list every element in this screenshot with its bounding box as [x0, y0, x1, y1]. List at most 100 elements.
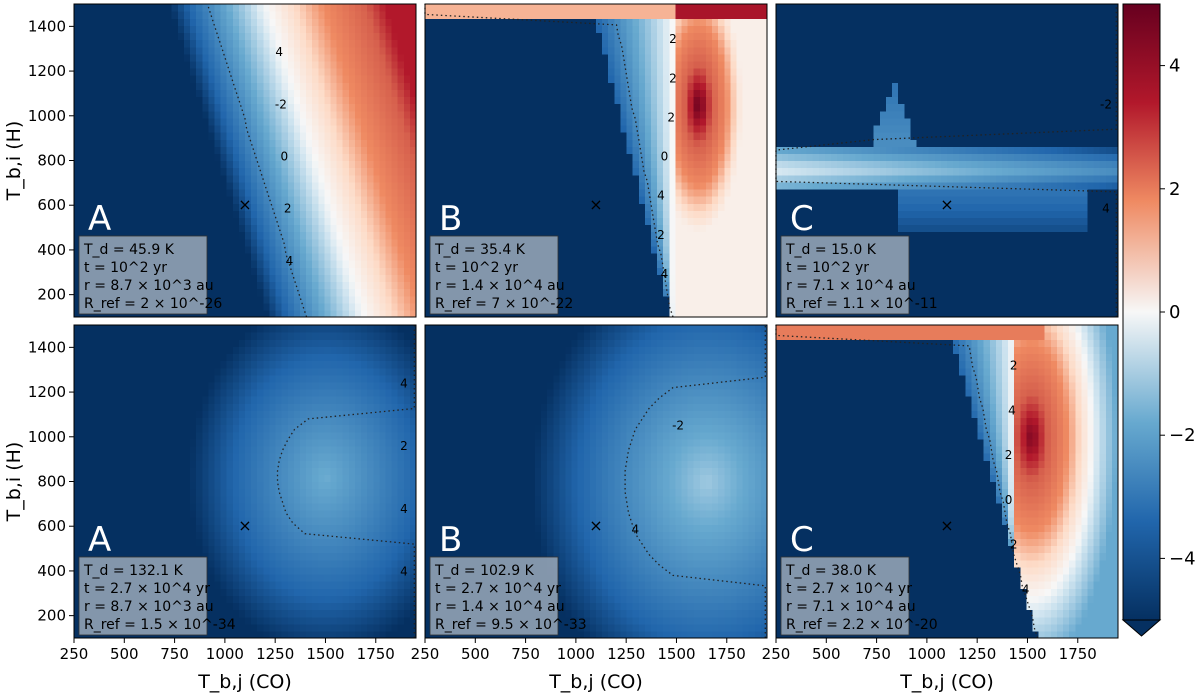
heatmap-cell	[409, 75, 417, 83]
heatmap-cell	[443, 75, 451, 83]
heatmap-cell	[293, 25, 301, 34]
heatmap-cell	[74, 53, 81, 62]
heatmap-cell	[196, 174, 203, 183]
heatmap-cell	[473, 75, 481, 83]
heatmap-cell	[455, 174, 463, 183]
heatmap-cell	[367, 167, 374, 176]
heatmap-cell	[306, 181, 313, 190]
heatmap-cell	[324, 103, 332, 112]
heatmap-cell	[742, 174, 750, 183]
heatmap-cell	[565, 46, 573, 55]
heatmap-cell	[589, 132, 597, 140]
heatmap-cell	[547, 210, 554, 219]
heatmap-cell	[281, 174, 289, 183]
heatmap-cell	[373, 96, 380, 105]
heatmap-cell	[409, 245, 417, 254]
heatmap-cell	[754, 252, 762, 261]
heatmap-cell	[748, 32, 756, 41]
heatmap-cell	[516, 217, 524, 226]
heatmap-cell	[602, 181, 609, 190]
heatmap-cell	[431, 60, 438, 69]
heatmap-cell	[571, 153, 579, 162]
heatmap-cell	[202, 188, 209, 197]
heatmap-cell	[699, 25, 707, 34]
heatmap-cell	[663, 245, 670, 254]
heatmap-cell	[196, 103, 203, 112]
heatmap-cell	[391, 217, 399, 226]
heatmap-cell	[596, 309, 603, 318]
heatmap-cell	[742, 281, 750, 290]
heatmap-cell	[693, 11, 701, 19]
heatmap-cell	[74, 295, 81, 304]
heatmap-cell	[650, 174, 658, 183]
heatmap-cell	[263, 217, 271, 226]
heatmap-cell	[190, 60, 197, 69]
heatmap-cell	[312, 302, 319, 311]
heatmap-cell	[391, 89, 399, 98]
heatmap-cell	[657, 281, 664, 290]
heatmap-cell	[318, 117, 325, 126]
heatmap-cell	[214, 281, 222, 290]
heatmap-cell	[245, 39, 252, 48]
heatmap-cell	[202, 124, 209, 133]
heatmap-cell	[318, 217, 325, 226]
heatmap-cell	[705, 181, 713, 190]
heatmap-cell	[699, 46, 707, 55]
heatmap-cell	[657, 267, 664, 275]
heatmap-cell	[571, 139, 579, 147]
heatmap-cell	[232, 160, 240, 169]
heatmap-cell	[385, 274, 393, 283]
heatmap-cell	[565, 181, 573, 190]
heatmap-cell	[275, 46, 283, 55]
heatmap-cell	[742, 267, 750, 275]
heatmap-cell	[214, 103, 222, 112]
heatmap-cell	[263, 267, 271, 275]
heatmap-cell	[596, 188, 603, 197]
heatmap-cell	[754, 260, 762, 268]
heatmap-cell	[361, 18, 368, 26]
heatmap-cell	[367, 238, 374, 247]
heatmap-cell	[74, 309, 81, 318]
heatmap-cell	[226, 224, 234, 233]
heatmap-cell	[409, 153, 417, 162]
heatmap-cell	[596, 160, 603, 169]
heatmap-cell	[98, 174, 106, 183]
heatmap-cell	[86, 25, 93, 34]
heatmap-cell	[281, 252, 289, 261]
heatmap-cell	[712, 110, 719, 119]
contour-label: 2	[657, 228, 665, 242]
heatmap-cell	[760, 96, 768, 105]
heatmap-cell	[238, 60, 246, 69]
heatmap-cell	[86, 75, 93, 83]
heatmap-cell	[306, 25, 313, 34]
heatmap-cell	[431, 11, 438, 19]
heatmap-cell	[135, 82, 142, 90]
heatmap-cell	[443, 167, 451, 176]
heatmap-cell	[553, 167, 560, 176]
heatmap-cell	[577, 89, 585, 98]
heatmap-cell	[74, 288, 81, 297]
heatmap-cell	[403, 89, 411, 98]
heatmap-cell	[699, 117, 707, 126]
heatmap-cell	[275, 238, 283, 247]
heatmap-cell	[699, 181, 707, 190]
heatmap-cell	[730, 196, 738, 204]
heatmap-cell	[449, 82, 457, 90]
heatmap-cell	[135, 210, 142, 219]
heatmap-cell	[504, 75, 512, 83]
heatmap-cell	[559, 295, 567, 304]
heatmap-cell	[354, 89, 362, 98]
heatmap-cell	[626, 146, 634, 154]
heatmap-cell	[269, 267, 277, 275]
heatmap-cell	[589, 32, 597, 41]
heatmap-cell	[473, 46, 481, 55]
heatmap-cell	[330, 231, 338, 240]
heatmap-cell	[251, 18, 258, 26]
heatmap-cell	[461, 117, 469, 126]
heatmap-cell	[122, 196, 130, 204]
heatmap-cell	[425, 210, 432, 219]
contour-label: 0	[281, 150, 289, 164]
heatmap-cell	[431, 188, 438, 197]
heatmap-cell	[135, 174, 142, 183]
heatmap-cell	[718, 231, 725, 240]
